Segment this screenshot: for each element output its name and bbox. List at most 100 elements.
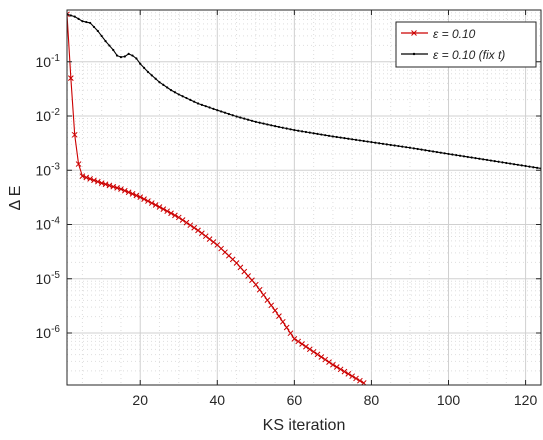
data-point <box>270 124 273 127</box>
data-point <box>374 141 377 144</box>
x-tick-label: 40 <box>210 392 226 408</box>
legend-label-series-2: ε = 0.10 (fix t) <box>433 48 505 62</box>
data-point <box>173 91 177 94</box>
data-point <box>183 219 190 226</box>
data-point <box>152 202 159 208</box>
data-point <box>94 178 101 185</box>
data-point <box>100 34 103 38</box>
data-point <box>258 121 261 124</box>
data-point <box>156 204 163 210</box>
data-point <box>320 133 323 136</box>
data-point <box>462 155 466 158</box>
grid <box>67 9 541 385</box>
data-point <box>412 147 415 150</box>
data-point <box>297 129 300 132</box>
data-point <box>337 366 344 373</box>
data-point <box>115 54 119 57</box>
data-point <box>168 210 174 217</box>
data-point <box>333 364 340 370</box>
data-point <box>447 152 450 156</box>
x-tick-label: 20 <box>132 392 148 408</box>
data-point <box>353 375 359 382</box>
data-point <box>172 212 178 219</box>
data-point <box>505 161 508 165</box>
data-point <box>330 361 336 368</box>
data-point <box>405 146 408 149</box>
data-point <box>524 164 527 168</box>
legend-box <box>395 21 537 68</box>
data-point <box>366 140 369 143</box>
y-tick-label: 10-4 <box>36 216 61 233</box>
legend-label-series-1: ε = 0.10 <box>433 27 476 41</box>
data-point <box>164 208 171 215</box>
data-point <box>181 95 184 98</box>
data-point <box>272 307 278 314</box>
data-point <box>349 373 356 380</box>
data-point <box>187 222 194 229</box>
data-point <box>67 11 70 18</box>
data-point <box>243 117 246 120</box>
data-point <box>108 44 111 47</box>
y-tick-label: 10-1 <box>36 53 61 70</box>
data-point <box>306 346 313 353</box>
data-point <box>118 186 124 192</box>
data-point <box>220 110 223 113</box>
data-point <box>252 281 259 288</box>
plot-frame <box>66 9 542 386</box>
data-point <box>119 55 123 59</box>
data-point <box>106 182 113 189</box>
data-point <box>98 180 105 186</box>
data-point <box>312 132 315 135</box>
data-point <box>478 157 481 160</box>
data-point <box>239 116 242 119</box>
data-point <box>310 348 317 355</box>
data-point <box>148 200 155 206</box>
data-point <box>287 330 294 337</box>
data-point <box>316 132 319 136</box>
data-point <box>254 120 257 123</box>
data-point <box>279 318 286 325</box>
data-point <box>273 125 277 128</box>
data-point <box>206 236 213 242</box>
data-point <box>87 176 93 182</box>
data-point <box>420 148 423 151</box>
data-point <box>179 217 186 223</box>
data-point <box>318 354 325 360</box>
data-point <box>75 161 82 167</box>
data-point <box>145 198 151 204</box>
data-point <box>322 356 329 363</box>
data-point <box>227 112 230 116</box>
data-point <box>439 151 442 154</box>
data-point <box>160 206 167 212</box>
data-point <box>416 147 419 151</box>
data-point <box>146 70 150 74</box>
data-point <box>289 128 292 131</box>
data-point <box>331 135 335 138</box>
x-axis-label: KS iteration <box>263 417 346 434</box>
data-point <box>389 143 392 147</box>
data-point <box>470 156 473 159</box>
data-point <box>193 100 196 103</box>
y-tick-label: 10-6 <box>36 324 61 341</box>
data-point <box>378 142 381 145</box>
series-1 <box>67 11 367 385</box>
data-point <box>69 14 72 17</box>
data-point <box>397 144 400 148</box>
data-point <box>381 142 385 145</box>
data-point <box>455 154 458 157</box>
data-point <box>141 196 147 202</box>
data-point <box>424 149 427 152</box>
x-tick-label: 120 <box>514 392 538 408</box>
data-point <box>85 20 88 24</box>
data-point <box>250 119 254 122</box>
data-point <box>208 106 211 109</box>
data-point <box>195 227 201 234</box>
x-tick-label: 100 <box>437 392 461 408</box>
data-point <box>92 25 96 29</box>
data-point <box>347 137 350 140</box>
data-point <box>345 371 352 377</box>
data-point <box>210 239 217 245</box>
data-point <box>354 138 358 141</box>
